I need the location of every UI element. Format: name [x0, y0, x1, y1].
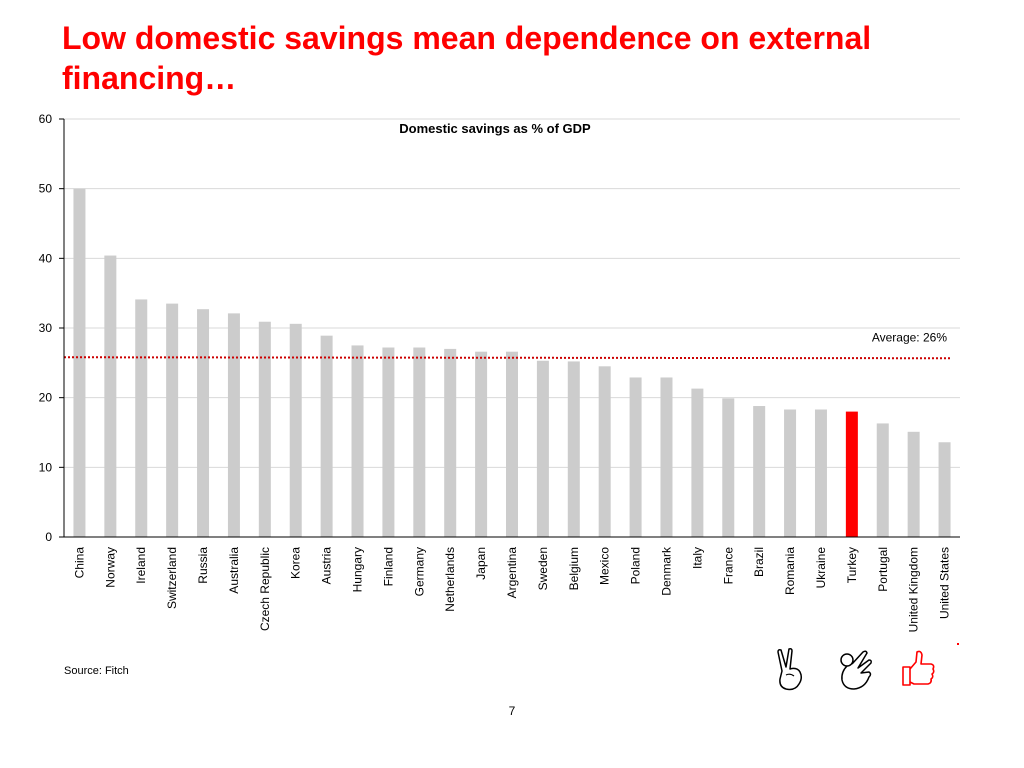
category-label: Argentina — [505, 547, 519, 599]
source-note: Source: Fitch — [64, 665, 129, 677]
y-tick-label: 50 — [39, 182, 53, 196]
average-line-group: Average: 26% — [63, 330, 953, 360]
bar — [166, 303, 179, 537]
category-label: Belgium — [567, 547, 581, 590]
bar — [722, 398, 735, 537]
bar — [907, 431, 920, 537]
category-label: Switzerland — [165, 547, 179, 609]
bar — [506, 351, 518, 537]
category-label: United States — [938, 547, 952, 619]
thumbs-up-icon — [900, 648, 936, 693]
bar — [876, 423, 889, 537]
category-label: Mexico — [598, 547, 612, 585]
bar — [73, 188, 86, 537]
y-tick-label: 60 — [39, 112, 53, 126]
bar — [197, 309, 210, 537]
category-label: China — [72, 547, 86, 579]
average-line — [63, 356, 953, 360]
bar — [598, 366, 611, 537]
marker-dot — [957, 643, 959, 645]
category-label: Norway — [103, 547, 117, 588]
category-label: Austria — [320, 547, 334, 585]
bar — [814, 409, 827, 537]
category-label: Poland — [629, 547, 643, 584]
bar — [104, 255, 117, 537]
bar — [444, 348, 457, 537]
category-label: Ukraine — [814, 547, 828, 589]
bar — [413, 347, 426, 537]
bar — [753, 406, 766, 537]
bar — [567, 361, 580, 537]
category-label: Denmark — [659, 546, 673, 596]
axes — [59, 118, 960, 538]
bar — [938, 442, 951, 537]
category-label: Russia — [196, 547, 210, 584]
category-label: Germany — [412, 547, 426, 596]
category-label: Korea — [289, 547, 303, 579]
category-label: Romania — [783, 547, 797, 595]
slide-title: Low domestic savings mean dependence on … — [62, 20, 872, 96]
bar — [629, 377, 642, 537]
y-tick-label: 20 — [39, 391, 53, 405]
category-label: Netherlands — [443, 547, 457, 612]
bar-highlight — [845, 411, 858, 537]
bar — [382, 347, 395, 537]
category-label: Hungary — [351, 547, 365, 592]
bar — [320, 335, 333, 537]
ok-hand-icon — [836, 648, 874, 697]
y-tick-label: 40 — [39, 251, 53, 265]
bar — [784, 409, 797, 537]
bar — [227, 313, 240, 537]
category-label: Sweden — [536, 547, 550, 590]
chart-title: Domestic savings as % of GDP — [399, 121, 591, 136]
category-label: Italy — [690, 547, 704, 569]
bar — [660, 377, 673, 537]
category-label: Brazil — [752, 547, 766, 577]
bar — [536, 360, 549, 537]
average-label: Average: 26% — [872, 330, 947, 344]
bar — [691, 388, 704, 537]
y-tick-label: 0 — [45, 530, 52, 544]
y-tick-label: 30 — [39, 321, 53, 335]
category-label: Czech Republic — [258, 547, 272, 631]
y-tick-label: 10 — [39, 460, 53, 474]
bar — [475, 351, 488, 537]
bars — [73, 188, 951, 537]
axis-labels: 0 10 20 30 40 50 60 China Norway Ireland Switzerla… — [39, 112, 952, 632]
category-label: Turkey — [845, 547, 859, 583]
category-label: Finland — [381, 547, 395, 586]
bar — [258, 321, 271, 537]
bar — [351, 345, 364, 537]
category-label: France — [721, 547, 735, 585]
bar — [289, 323, 302, 537]
bar — [135, 299, 148, 537]
category-label: United Kingdom — [907, 547, 921, 632]
category-label: Australia — [227, 547, 241, 594]
page-number: 7 — [508, 704, 516, 718]
victory-hand-icon — [775, 648, 807, 697]
category-label: Ireland — [134, 547, 148, 584]
category-label: Portugal — [876, 547, 890, 592]
category-label: Japan — [474, 547, 488, 580]
